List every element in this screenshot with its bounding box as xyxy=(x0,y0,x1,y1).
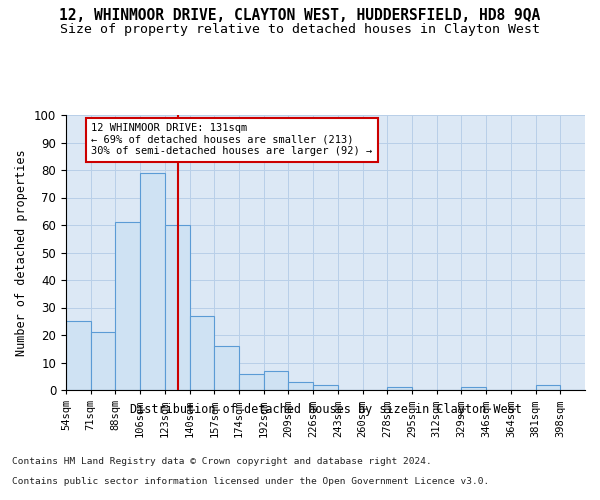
Text: Contains HM Land Registry data © Crown copyright and database right 2024.: Contains HM Land Registry data © Crown c… xyxy=(12,458,432,466)
Bar xyxy=(289,382,313,390)
Bar xyxy=(66,322,91,390)
Bar xyxy=(461,387,486,390)
Text: 12, WHINMOOR DRIVE, CLAYTON WEST, HUDDERSFIELD, HD8 9QA: 12, WHINMOOR DRIVE, CLAYTON WEST, HUDDER… xyxy=(59,8,541,22)
Bar xyxy=(387,387,412,390)
Text: 12 WHINMOOR DRIVE: 131sqm
← 69% of detached houses are smaller (213)
30% of semi: 12 WHINMOOR DRIVE: 131sqm ← 69% of detac… xyxy=(91,123,373,156)
Bar xyxy=(115,222,140,390)
Bar xyxy=(190,316,214,390)
Bar xyxy=(91,332,115,390)
Bar xyxy=(239,374,264,390)
Bar xyxy=(264,371,289,390)
Bar xyxy=(536,384,560,390)
Text: Size of property relative to detached houses in Clayton West: Size of property relative to detached ho… xyxy=(60,22,540,36)
Y-axis label: Number of detached properties: Number of detached properties xyxy=(16,149,28,356)
Bar xyxy=(214,346,239,390)
Bar xyxy=(140,173,165,390)
Bar xyxy=(165,225,190,390)
Text: Distribution of detached houses by size in Clayton West: Distribution of detached houses by size … xyxy=(130,402,523,415)
Text: Contains public sector information licensed under the Open Government Licence v3: Contains public sector information licen… xyxy=(12,478,489,486)
Bar xyxy=(313,384,338,390)
